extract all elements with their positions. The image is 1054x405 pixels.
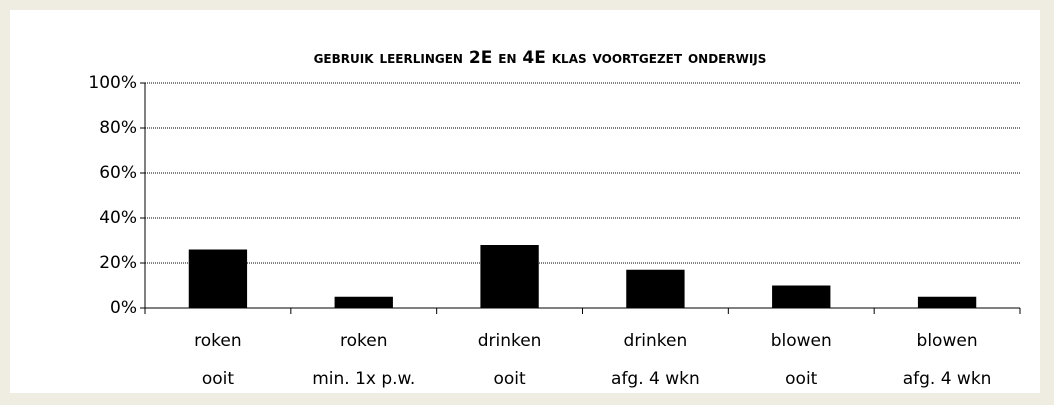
- x-tick-label: min. 1x p.w.: [312, 369, 415, 389]
- bar: [917, 296, 977, 308]
- bar: [772, 285, 831, 308]
- x-tick-label: roken: [194, 331, 242, 351]
- y-tick-label: 40%: [99, 208, 137, 228]
- x-tick-label: drinken: [478, 331, 542, 351]
- x-tick-label: afg. 4 wkn: [903, 369, 992, 389]
- y-tick-label: 60%: [99, 163, 137, 183]
- x-tick-label: ooit: [202, 369, 235, 389]
- x-tick-label: ooit: [493, 369, 526, 389]
- y-tick-label: 20%: [99, 253, 137, 273]
- y-tick-label: 0%: [110, 298, 137, 318]
- bar: [188, 249, 248, 308]
- x-tick-label: afg. 4 wkn: [611, 369, 700, 389]
- x-tick-label: blowen: [771, 331, 832, 351]
- chart-title: gebruik leerlingen 2E en 4E klas voortge…: [314, 48, 767, 68]
- x-tick-label: ooit: [785, 369, 818, 389]
- x-tick-label: roken: [340, 331, 388, 351]
- plot-panel: [10, 10, 1040, 393]
- x-tick-label: blowen: [917, 331, 978, 351]
- x-tick-label: drinken: [624, 331, 688, 351]
- y-tick-label: 80%: [99, 118, 137, 138]
- bar: [480, 245, 539, 308]
- bar: [626, 269, 685, 308]
- bar: [334, 296, 393, 308]
- y-tick-label: 100%: [88, 73, 137, 93]
